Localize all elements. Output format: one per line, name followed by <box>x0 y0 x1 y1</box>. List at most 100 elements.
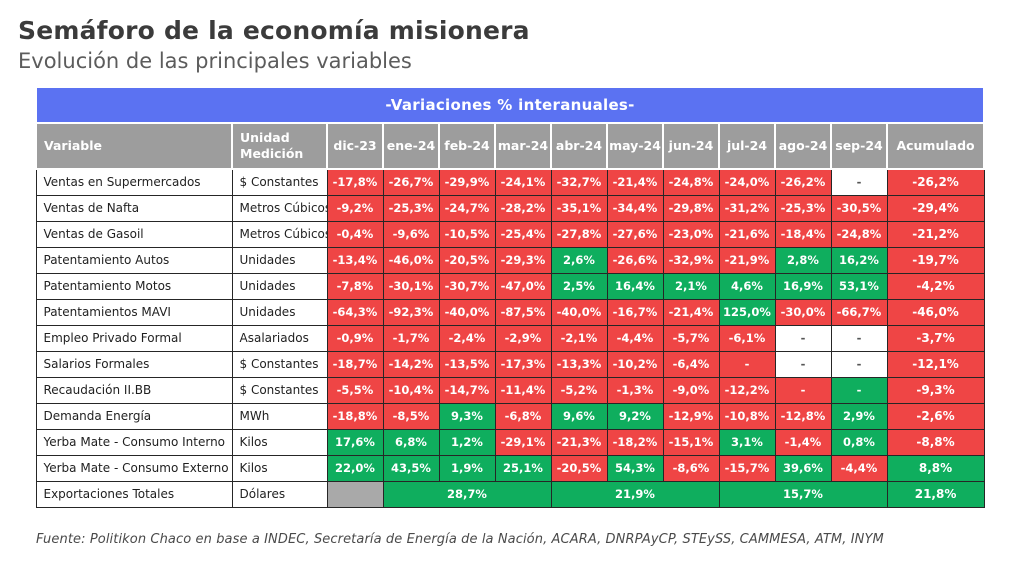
page-title: Semáforo de la economía misionera <box>18 16 530 45</box>
value-cell: -87,5% <box>494 298 552 326</box>
value-cell: -18,2% <box>606 428 664 456</box>
column-header-month-feb-24: feb-24 <box>438 122 496 170</box>
value-cell: -18,8% <box>326 402 384 430</box>
value-cell: -24,7% <box>438 194 496 222</box>
value-cell: 2,8% <box>774 246 832 274</box>
table-banner: -Variaciones % interanuales- <box>34 86 986 124</box>
value-cell: -4,4% <box>830 454 888 482</box>
value-cell: -1,4% <box>774 428 832 456</box>
value-cell: -64,3% <box>326 298 384 326</box>
value-cell: 16,9% <box>774 272 832 300</box>
value-cell: -9,0% <box>662 376 720 404</box>
value-cell: 25,1% <box>494 454 552 482</box>
column-header-row: Variable Unidad Medición dic-23 ene-24 feb-2… <box>35 122 986 170</box>
value-cell: -24,8% <box>830 220 888 248</box>
value-cell: -35,1% <box>550 194 608 222</box>
table-row: Exportaciones Totales Dólares 28,7% 21,9% 15… <box>35 480 985 508</box>
value-cell: -47,0% <box>494 272 552 300</box>
value-cell: -92,3% <box>382 298 440 326</box>
table-row: Ventas de Gasoil Metros Cúbicos -0,4% -9,6%… <box>35 220 985 248</box>
row-variable-cell: Yerba Mate - Consumo Externo <box>35 454 233 482</box>
table-row: Salarios Formales $ Constantes -18,7% -14,2… <box>35 350 985 378</box>
value-cell: 21,9% <box>550 480 720 508</box>
table-row: Recaudación II.BB $ Constantes -5,5% -10,4%… <box>35 376 985 404</box>
value-cell: -2,4% <box>438 324 496 352</box>
value-cell: -15,7% <box>718 454 776 482</box>
value-cell: 125,0% <box>718 298 776 326</box>
value-cell: -5,5% <box>326 376 384 404</box>
table-row: Yerba Mate - Consumo Externo Kilos 22,0% 43… <box>35 454 985 482</box>
value-cell: -13,4% <box>326 246 384 274</box>
column-header-month-sep-24: sep-24 <box>830 122 888 170</box>
row-unit-cell: $ Constantes <box>231 376 328 404</box>
accumulated-cell: -26,2% <box>886 168 985 196</box>
value-cell: 17,6% <box>326 428 384 456</box>
column-header-month-ene-24: ene-24 <box>382 122 440 170</box>
value-cell: -46,0% <box>382 246 440 274</box>
value-cell: -32,7% <box>550 168 608 196</box>
value-cell: -10,4% <box>382 376 440 404</box>
value-cell: - <box>830 168 888 196</box>
value-cell: -29,9% <box>438 168 496 196</box>
value-cell: -8,6% <box>662 454 720 482</box>
value-cell: -24,8% <box>662 168 720 196</box>
value-cell: -9,2% <box>326 194 384 222</box>
value-cell: -21,4% <box>662 298 720 326</box>
row-variable-cell: Ventas en Supermercados <box>35 168 233 196</box>
accumulated-cell: 21,8% <box>886 480 985 508</box>
value-cell: 53,1% <box>830 272 888 300</box>
value-cell: -23,0% <box>662 220 720 248</box>
value-cell: 54,3% <box>606 454 664 482</box>
row-variable-cell: Patentamientos MAVI <box>35 298 233 326</box>
value-cell: -12,9% <box>662 402 720 430</box>
row-variable-cell: Empleo Privado Formal <box>35 324 233 352</box>
row-unit-cell: Unidades <box>231 298 328 326</box>
value-cell: 16,2% <box>830 246 888 274</box>
row-unit-cell: Kilos <box>231 454 328 482</box>
value-cell: -29,1% <box>494 428 552 456</box>
value-cell: 1,2% <box>438 428 496 456</box>
row-variable-cell: Exportaciones Totales <box>35 480 233 508</box>
table-row: Ventas en Supermercados $ Constantes -17,8… <box>35 168 985 196</box>
value-cell: -1,7% <box>382 324 440 352</box>
table-row: Patentamiento Motos Unidades -7,8% -30,1% -3… <box>35 272 985 300</box>
accumulated-cell: 8,8% <box>886 454 985 482</box>
value-cell: -5,2% <box>550 376 608 404</box>
value-cell: -4,4% <box>606 324 664 352</box>
value-cell: 9,3% <box>438 402 496 430</box>
page-subtitle: Evolución de las principales variables <box>18 49 412 73</box>
value-cell: 2,6% <box>550 246 608 274</box>
value-cell: -29,3% <box>494 246 552 274</box>
column-header-month-ago-24: ago-24 <box>774 122 832 170</box>
accumulated-cell: -12,1% <box>886 350 985 378</box>
table-row: Patentamientos MAVI Unidades -64,3% -92,3% -… <box>35 298 985 326</box>
value-cell: - <box>830 350 888 378</box>
source-note: Fuente: Politikon Chaco en base a INDEC,… <box>36 531 884 547</box>
accumulated-cell: -4,2% <box>886 272 985 300</box>
value-cell: -14,7% <box>438 376 496 404</box>
value-cell: -20,5% <box>550 454 608 482</box>
accumulated-cell: -2,6% <box>886 402 985 430</box>
row-variable-cell: Recaudación II.BB <box>35 376 233 404</box>
value-cell: -15,1% <box>662 428 720 456</box>
value-cell: -17,8% <box>326 168 384 196</box>
row-variable-cell: Patentamiento Autos <box>35 246 233 274</box>
value-cell: 16,4% <box>606 272 664 300</box>
value-cell: 28,7% <box>382 480 552 508</box>
row-unit-cell: Unidades <box>231 272 328 300</box>
value-cell: 1,9% <box>438 454 496 482</box>
value-cell: -27,6% <box>606 220 664 248</box>
value-cell: 2,9% <box>830 402 888 430</box>
column-header-month-jun-24: jun-24 <box>662 122 720 170</box>
value-cell: 2,1% <box>662 272 720 300</box>
value-cell: -2,9% <box>494 324 552 352</box>
value-cell: -16,7% <box>606 298 664 326</box>
value-cell: 43,5% <box>382 454 440 482</box>
column-header-month-mar-24: mar-24 <box>494 122 552 170</box>
accumulated-cell: -3,7% <box>886 324 985 352</box>
value-cell: -40,0% <box>438 298 496 326</box>
row-unit-cell: $ Constantes <box>231 168 328 196</box>
accumulated-cell: -21,2% <box>886 220 985 248</box>
row-variable-cell: Yerba Mate - Consumo Interno <box>35 428 233 456</box>
value-cell: -6,8% <box>494 402 552 430</box>
